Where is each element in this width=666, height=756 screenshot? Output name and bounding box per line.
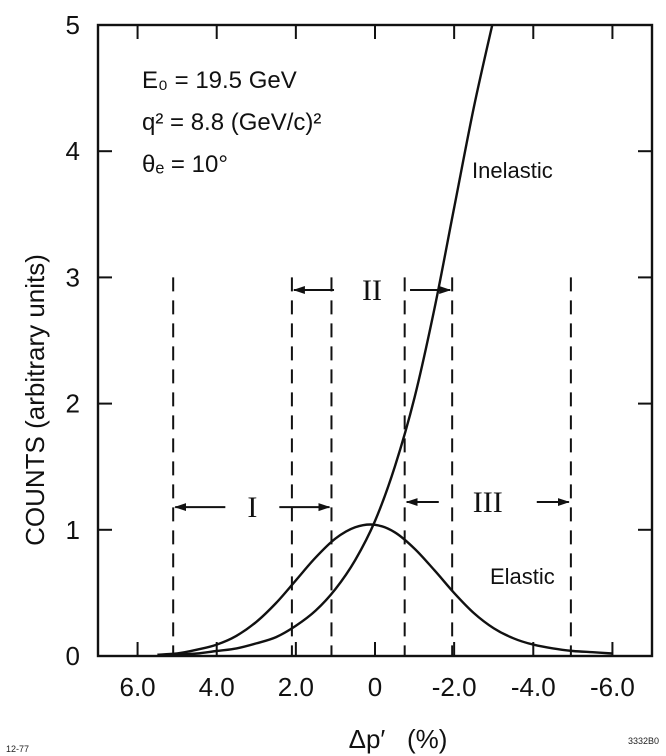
y-tick-label: 5 bbox=[66, 10, 80, 40]
x-tick-label: 4.0 bbox=[199, 672, 235, 702]
label-elastic: Elastic bbox=[490, 564, 555, 589]
curves bbox=[157, 25, 613, 656]
x-tick-label: 2.0 bbox=[278, 672, 314, 702]
labels: COUNTS (arbitrary units) Δp′ (%) E₀ = 19… bbox=[6, 67, 659, 754]
region-I-label: I bbox=[247, 491, 257, 524]
y-tick-label: 3 bbox=[66, 262, 80, 292]
param-energy: E₀ = 19.5 GeV bbox=[142, 67, 297, 94]
y-tick-label: 4 bbox=[66, 136, 80, 166]
param-q2: q² = 8.8 (GeV/c)² bbox=[142, 109, 321, 136]
x-tick-label: 6.0 bbox=[119, 672, 155, 702]
x-tick-label: -4.0 bbox=[511, 672, 556, 702]
region-boundaries bbox=[172, 277, 572, 656]
y-axis-title: COUNTS (arbitrary units) bbox=[20, 254, 50, 546]
x-tick-label: 0 bbox=[368, 672, 382, 702]
footnote-left: 12-77 bbox=[6, 744, 29, 754]
region-II-label: II bbox=[362, 274, 382, 307]
param-theta: θₑ = 10° bbox=[142, 151, 228, 178]
y-tick-label: 1 bbox=[66, 515, 80, 545]
x-tick-label: -6.0 bbox=[590, 672, 635, 702]
series-elastic-line bbox=[157, 523, 613, 656]
y-tick-label: 0 bbox=[66, 641, 80, 671]
y-tick-label: 2 bbox=[66, 389, 80, 419]
footnote-right: 3332B0 bbox=[628, 736, 659, 746]
x-axis-title: Δp′ (%) bbox=[349, 724, 448, 754]
region-III-label: III bbox=[473, 486, 503, 519]
tick-marks: 6.0 4.0 2.0 0 -2.0 -4.0 -6.0 0 1 2 3 4 5 bbox=[66, 10, 652, 702]
x-tick-label: -2.0 bbox=[432, 672, 477, 702]
series-inelastic-line bbox=[157, 25, 494, 656]
label-inelastic: Inelastic bbox=[472, 158, 553, 183]
